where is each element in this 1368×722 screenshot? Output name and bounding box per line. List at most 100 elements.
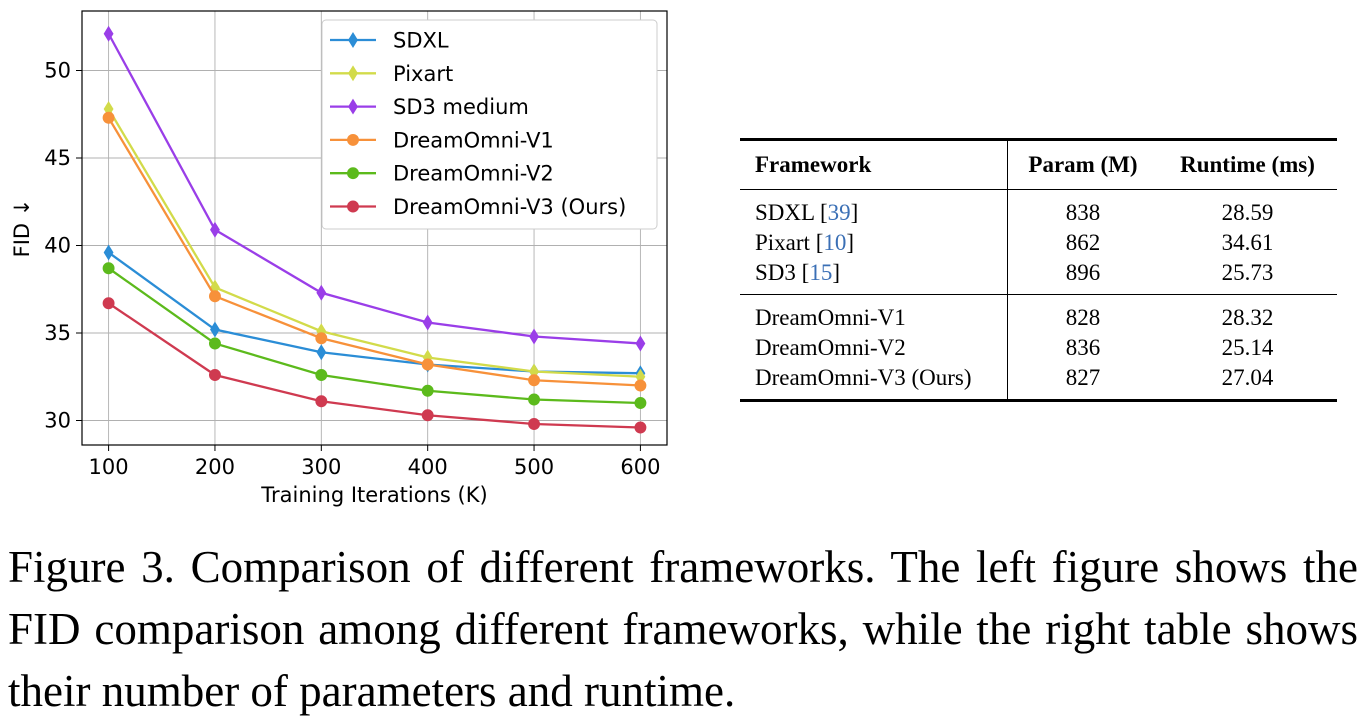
y-tick-label: 40: [44, 234, 71, 258]
legend-swatch-marker: [347, 167, 359, 180]
legend-label: DreamOmni-V1: [393, 128, 554, 152]
data-point: [634, 379, 647, 392]
y-tick-label: 30: [44, 409, 71, 433]
data-point: [529, 328, 539, 345]
legend-item: DreamOmni-V1: [330, 128, 554, 152]
fid-line-chart: 100 200 300 400 500 600 30 35 40 45 50 Training It…: [10, 10, 668, 507]
legend-swatch-marker: [348, 98, 358, 115]
figure-caption: Figure 3. Comparison of different framew…: [8, 542, 1358, 716]
table-row: SD3 [15] 896 25.73: [740, 258, 1337, 295]
legend-swatch-marker: [347, 200, 359, 213]
legend-label: SDXL: [393, 29, 449, 53]
y-tick-label: 35: [44, 321, 71, 345]
data-point: [103, 244, 114, 261]
cell-framework: SDXL [39]: [755, 200, 859, 225]
data-point: [635, 335, 646, 352]
series-group: [102, 25, 647, 434]
citation-link[interactable]: 15: [809, 260, 833, 285]
legend-swatch-marker: [348, 32, 358, 48]
legend-item: Pixart: [330, 62, 453, 86]
data-point: [528, 374, 541, 387]
plot-frame: [81, 10, 668, 446]
legend-frame: [321, 19, 658, 230]
table-row: DreamOmni-V2 836 25.14: [740, 333, 1337, 363]
x-tick-label: 100: [89, 455, 129, 479]
cell-runtime: 28.59: [1221, 200, 1274, 225]
data-point: [208, 337, 221, 350]
data-point: [210, 221, 220, 238]
cell-runtime: 34.61: [1221, 230, 1274, 255]
data-point: [208, 290, 221, 303]
cell-framework: DreamOmni-V1: [740, 294, 1008, 333]
x-axis-title: Training Iterations (K): [260, 483, 487, 507]
data-point: [208, 369, 221, 381]
y-tick-label: 50: [44, 59, 71, 83]
header-framework: Framework: [755, 152, 872, 177]
data-point: [102, 111, 115, 124]
legend-label: DreamOmni-V3 (Ours): [393, 195, 626, 219]
table-header-row: Framework Param (M) Runtime (ms): [740, 139, 1337, 190]
data-point: [422, 314, 433, 331]
data-point: [316, 344, 327, 361]
cell-runtime: 27.04: [1221, 365, 1274, 390]
series-line: [107, 117, 641, 387]
cell-runtime: 25.73: [1221, 260, 1274, 285]
y-tick-label: 45: [44, 146, 71, 170]
data-point: [421, 358, 434, 371]
x-tick-label: 600: [620, 455, 660, 479]
table-row: Pixart [10] 862 34.61: [740, 228, 1337, 258]
cell-runtime: 28.32: [1158, 294, 1337, 333]
data-point: [528, 393, 541, 406]
legend-item: DreamOmni-V3 (Ours): [330, 195, 626, 219]
data-point: [315, 395, 328, 408]
cell-param: 827: [1007, 363, 1158, 401]
legend-item: SDXL: [330, 29, 449, 53]
cell-param: 828: [1007, 294, 1158, 333]
data-point: [102, 262, 115, 275]
x-tick-label: 200: [195, 455, 235, 479]
table-row: SDXL [39] 838 28.59: [740, 189, 1337, 228]
table-row: DreamOmni-V1 828 28.32: [740, 294, 1337, 333]
series-line: [107, 108, 641, 378]
series-dreamomni-v2: [102, 262, 647, 409]
data-point: [316, 284, 327, 301]
citation-link[interactable]: 10: [823, 230, 847, 255]
cell-param: 862: [1007, 228, 1158, 258]
citation-link[interactable]: 39: [827, 200, 851, 225]
cell-param: 838: [1007, 189, 1158, 228]
legend-label: SD3 medium: [393, 95, 529, 119]
axis-ticks: 100 200 300 400 500 600 30 35 40 45 50: [44, 59, 660, 480]
legend-label: DreamOmni-V2: [393, 162, 554, 186]
frameworks-table: Framework Param (M) Runtime (ms) SDXL [3…: [740, 138, 1337, 402]
header-param: Param (M): [1007, 139, 1158, 190]
data-point: [315, 332, 328, 345]
data-point: [103, 25, 114, 42]
x-tick-label: 500: [514, 455, 554, 479]
frameworks-table-container: Framework Param (M) Runtime (ms) SDXL [3…: [740, 138, 1337, 402]
data-point: [102, 297, 115, 310]
cell-framework: DreamOmni-V3 (Ours): [755, 365, 972, 390]
data-point: [634, 397, 647, 409]
cell-param: 836: [1007, 333, 1158, 363]
cell-framework: SD3 [15]: [755, 260, 840, 285]
series-line: [107, 267, 641, 405]
x-tick-label: 300: [301, 455, 341, 479]
header-runtime: Runtime (ms): [1180, 152, 1315, 177]
data-point: [315, 369, 328, 381]
series-sd3-medium: [103, 25, 646, 352]
legend-item: DreamOmni-V2: [330, 162, 554, 186]
data-point: [421, 384, 434, 397]
series-line: [107, 302, 641, 429]
cell-runtime: 25.14: [1221, 335, 1274, 360]
cell-param: 896: [1007, 258, 1158, 295]
data-point: [210, 321, 220, 338]
cell-framework: Pixart [10]: [755, 230, 855, 255]
data-point: [634, 421, 647, 434]
cell-framework: DreamOmni-V2: [755, 335, 906, 360]
y-axis-title: FID ↓: [10, 199, 34, 258]
legend-swatch-marker: [348, 65, 358, 82]
x-tick-label: 400: [408, 455, 448, 479]
series-dreamomni-v3-ours: [102, 297, 647, 434]
table-row: DreamOmni-V3 (Ours) 827 27.04: [740, 363, 1337, 401]
legend-item: SD3 medium: [330, 95, 529, 119]
